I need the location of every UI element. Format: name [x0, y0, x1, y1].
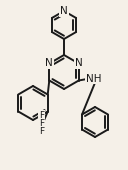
Text: N: N: [75, 58, 83, 69]
Text: N: N: [60, 6, 68, 16]
Text: F: F: [39, 127, 44, 136]
Text: N: N: [45, 58, 53, 69]
Text: F: F: [39, 111, 44, 120]
Text: F: F: [39, 119, 44, 128]
Text: NH: NH: [86, 73, 102, 83]
